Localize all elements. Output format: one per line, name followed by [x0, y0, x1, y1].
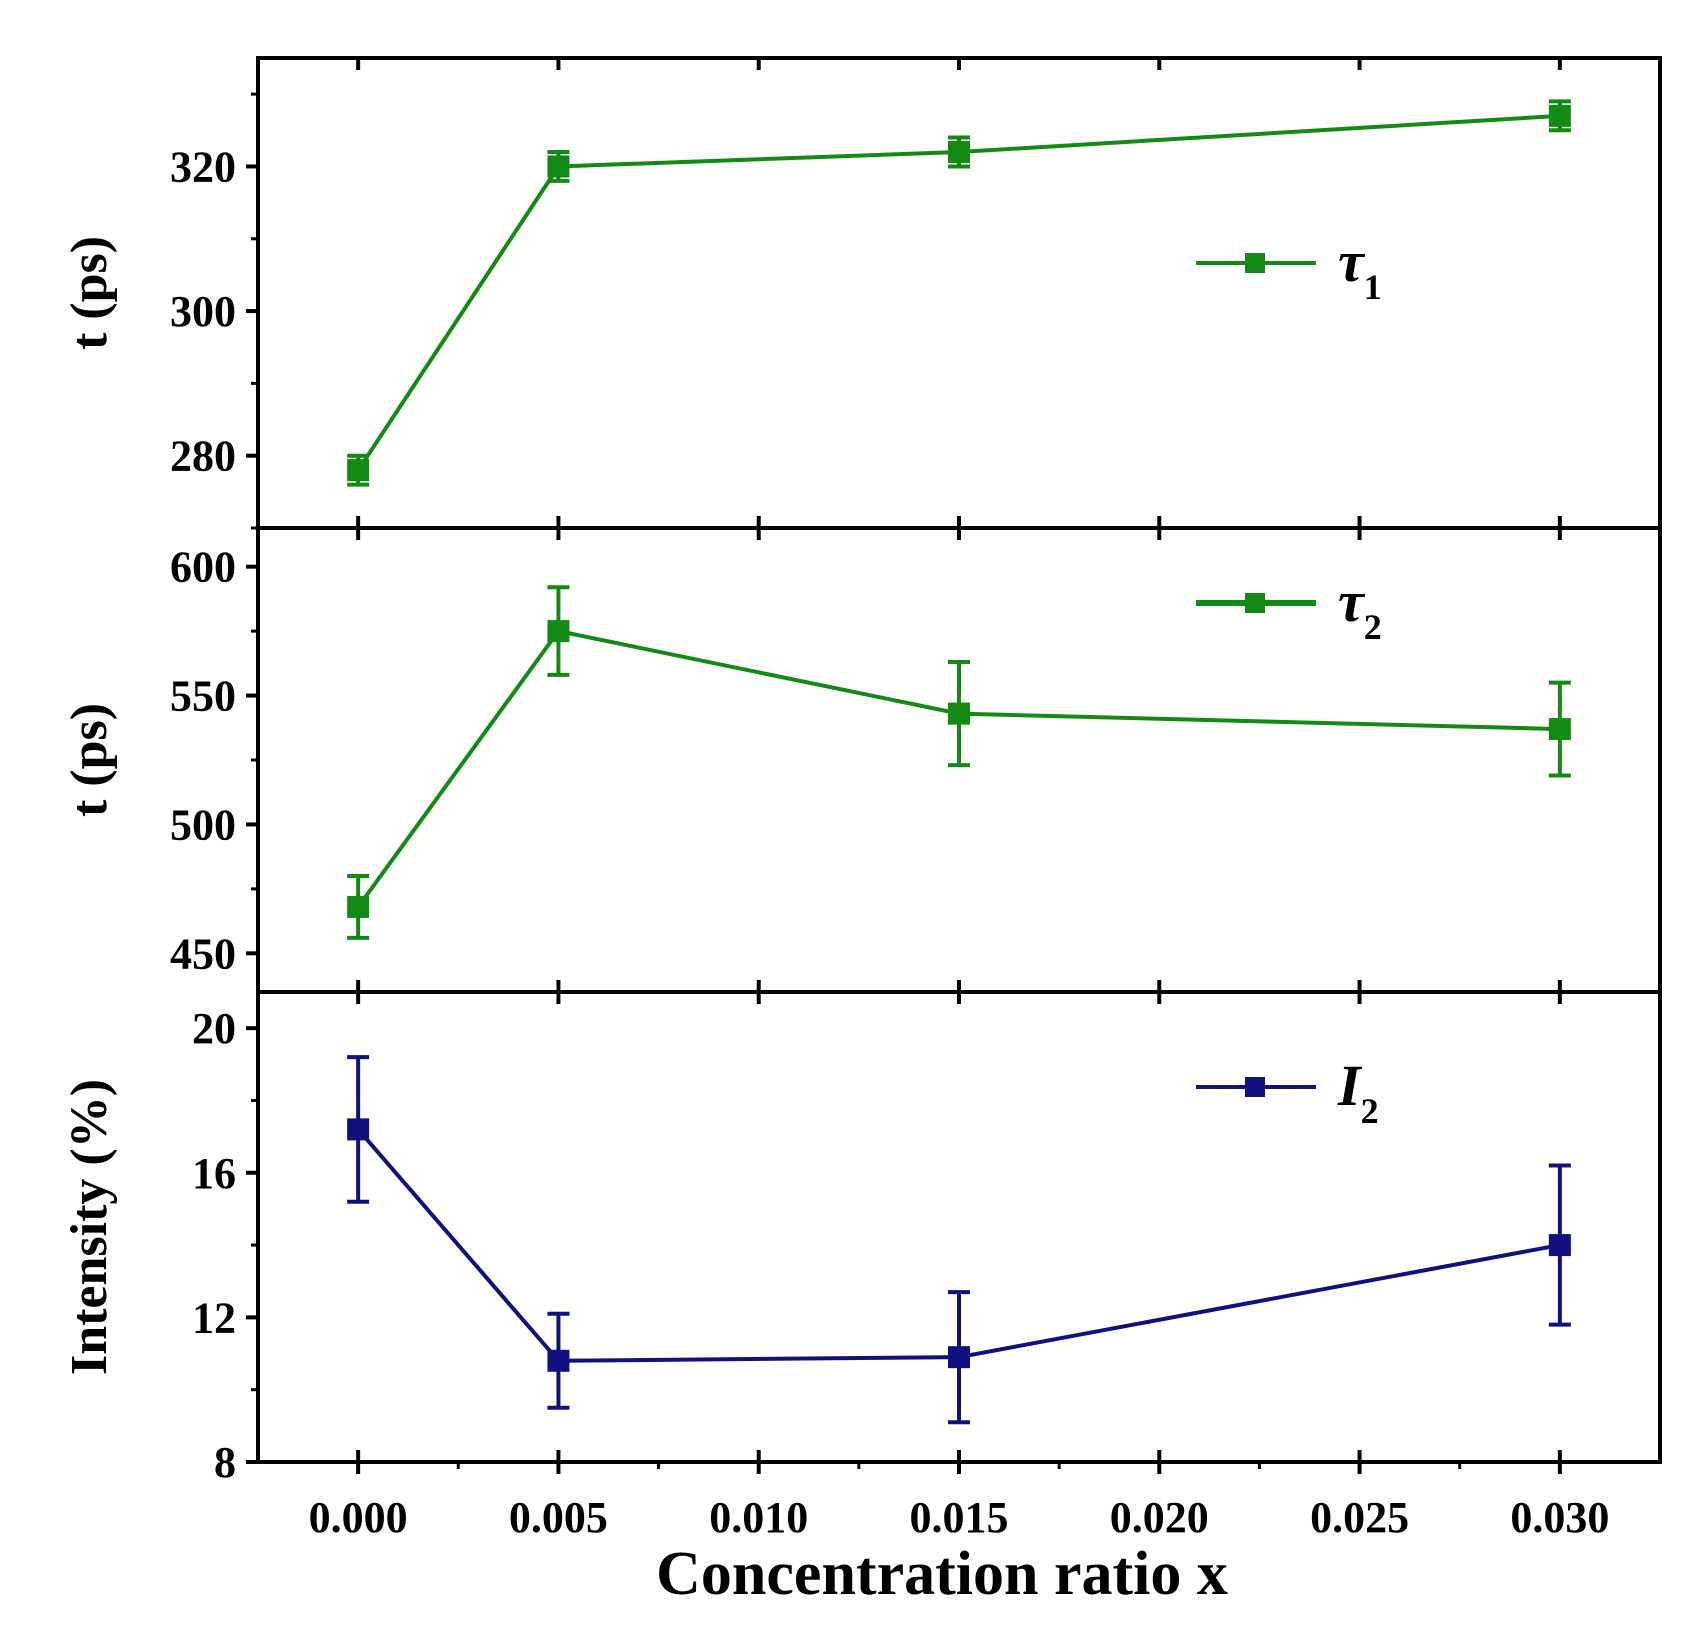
legend-marker	[1245, 1077, 1265, 1097]
x-tick-label: 0.020	[1110, 1493, 1209, 1542]
y-tick-label: 600	[170, 543, 236, 592]
y-tick-label: 300	[170, 287, 236, 336]
legend-intensity: I2	[1196, 1053, 1379, 1131]
data-point	[347, 459, 370, 482]
y-tick-label: 450	[170, 929, 236, 978]
series-line-tau2	[356, 628, 1560, 909]
y-tick-label: 20	[192, 1004, 236, 1053]
y-axis-label: t (ps)	[61, 236, 118, 350]
series-line-intensity	[356, 1128, 1561, 1363]
legend-subscript: 1	[1364, 267, 1382, 307]
data-point	[948, 702, 970, 725]
data-point	[547, 1349, 570, 1372]
x-tick-label: 0.025	[1310, 1493, 1409, 1542]
x-axis-label: Concentration ratio x	[656, 1540, 1228, 1608]
y-tick-label: 8	[214, 1438, 236, 1487]
panel-intensity: 8 12 16 20 Intensity (%) I2	[61, 990, 1662, 1487]
y-axis-label: t (ps)	[61, 703, 118, 817]
data-point	[948, 141, 970, 163]
x-tick-label: 0.000	[309, 1493, 408, 1542]
series-line-tau1	[356, 113, 1560, 472]
legend-tau2: τ2	[1196, 569, 1382, 647]
data-point	[1548, 1234, 1571, 1257]
y-tick-label: 500	[170, 800, 236, 849]
y-axis-label: Intensity (%)	[61, 1079, 118, 1375]
legend-tau1: τ1	[1196, 229, 1382, 307]
legend-marker	[1245, 253, 1265, 273]
y-tick-label: 16	[192, 1149, 236, 1198]
x-tick-label: 0.010	[709, 1493, 808, 1542]
panel-frame	[256, 56, 1662, 530]
panel-tau1: 280 300 320 t (ps) τ1	[61, 56, 1662, 530]
legend-subscript: 2	[1364, 607, 1382, 647]
x-axis: 0.000 0.005 0.010 0.015 0.020 0.025 0.030	[309, 1462, 1609, 1542]
y-tick-label: 550	[170, 672, 236, 721]
legend-marker	[1245, 593, 1265, 613]
x-tick-label: 0.030	[1510, 1493, 1609, 1542]
x-tick-label: 0.015	[910, 1493, 1009, 1542]
legend-label: I2	[1337, 1053, 1379, 1131]
legend-label: τ1	[1338, 229, 1382, 307]
x-tick-label: 0.005	[509, 1493, 608, 1542]
legend-subscript: 2	[1361, 1091, 1379, 1131]
data-point	[948, 1346, 970, 1369]
panel-tau2: 450 500 550 600 t (ps) τ2	[61, 526, 1662, 994]
data-point	[547, 155, 570, 178]
data-point	[347, 1118, 370, 1141]
data-point	[1548, 104, 1571, 127]
legend-label: τ2	[1338, 569, 1382, 647]
data-point	[347, 895, 370, 918]
y-tick-label: 280	[170, 432, 236, 481]
data-point	[547, 620, 570, 643]
y-tick-label: 12	[192, 1293, 236, 1342]
y-tick-label: 320	[170, 142, 236, 191]
data-point	[1548, 718, 1571, 741]
